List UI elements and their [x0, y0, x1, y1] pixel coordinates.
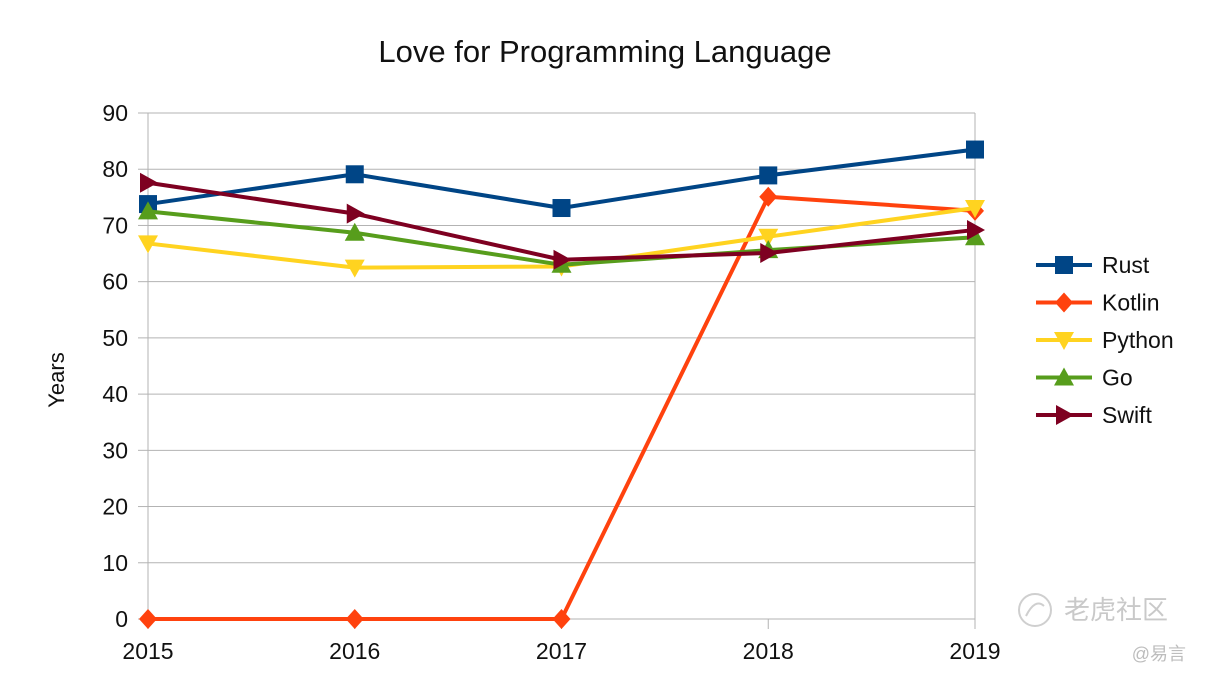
data-point-python-2018: [758, 228, 779, 247]
data-point-go-2015: [138, 201, 158, 220]
data-point-kotlin-2017: [552, 609, 571, 629]
data-point-swift-2015: [140, 172, 158, 193]
series-rust: [139, 140, 984, 218]
data-point-kotlin-2018: [759, 186, 778, 207]
series-line-swift: [147, 180, 976, 262]
legend-item-go: Go: [1036, 365, 1133, 391]
y-tick-label: 40: [102, 381, 128, 407]
data-point-go-2019: [965, 227, 985, 246]
data-point-swift-2016: [346, 203, 365, 224]
data-point-kotlin-2016: [345, 609, 364, 629]
y-tick-label: 50: [102, 325, 128, 351]
watermark: 老虎社区 @易言: [1018, 593, 1186, 664]
data-point-python-2016: [344, 259, 365, 278]
y-tick-label: 60: [102, 269, 128, 295]
data-point-swift-2019: [967, 219, 985, 240]
legend-item-kotlin: Kotlin: [1036, 290, 1160, 316]
legend-label-kotlin: Kotlin: [1102, 290, 1160, 316]
y-tick-label: 20: [102, 494, 128, 520]
legend-item-python: Python: [1036, 327, 1174, 353]
legend-label-go: Go: [1102, 365, 1133, 391]
y-tick-label: 80: [102, 156, 128, 182]
data-point-rust-2017: [552, 199, 571, 218]
axes: 0 10 20 30 40 50 60 70 80 90 2015 2016 2017 2018 2019: [102, 100, 1000, 664]
x-tick-label: 2016: [329, 638, 380, 664]
grid-lines: [147, 112, 976, 620]
chart-title: Love for Programming Language: [378, 34, 831, 69]
x-tick-label: 2018: [743, 638, 794, 664]
legend-marker-kotlin: [1055, 292, 1073, 313]
data-point-rust-2019: [966, 140, 984, 159]
legend-marker-python: [1054, 332, 1074, 350]
legend-marker-swift: [1056, 405, 1074, 425]
data-point-rust-2018: [759, 166, 778, 185]
x-tick-label: 2017: [536, 638, 587, 664]
watermark-logo-swoosh-icon: [1025, 602, 1045, 617]
legend-label-python: Python: [1102, 327, 1174, 353]
x-tick-label: 2019: [949, 638, 1000, 664]
data-point-kotlin-2015: [139, 609, 157, 629]
legend-item-swift: Swift: [1036, 402, 1152, 428]
legend-label-rust: Rust: [1102, 252, 1150, 278]
legend-label-swift: Swift: [1102, 402, 1152, 428]
series-swift: [140, 172, 985, 270]
y-tick-label: 10: [102, 550, 128, 576]
series-layer: [138, 140, 985, 629]
legend-marker-go: [1054, 367, 1074, 386]
watermark-site: 老虎社区: [1064, 595, 1168, 625]
y-tick-label: 90: [102, 100, 128, 126]
data-point-swift-2017: [553, 249, 572, 270]
data-point-python-2015: [138, 235, 158, 254]
y-tick-label: 0: [115, 606, 128, 632]
watermark-logo-icon: [1018, 593, 1052, 627]
y-tick-label: 30: [102, 437, 128, 463]
data-point-go-2016: [344, 222, 365, 241]
legend: Rust Kotlin Python Go Swift: [1036, 252, 1174, 428]
y-axis-label: Years: [44, 352, 69, 407]
y-tick-label: 70: [102, 212, 128, 238]
data-point-python-2019: [965, 200, 985, 219]
legend-item-rust: Rust: [1036, 252, 1150, 278]
x-tick-label: 2015: [122, 638, 173, 664]
watermark-author: @易言: [1132, 644, 1186, 664]
data-point-rust-2016: [345, 165, 364, 184]
legend-marker-rust: [1055, 256, 1073, 274]
data-point-swift-2018: [760, 242, 779, 263]
